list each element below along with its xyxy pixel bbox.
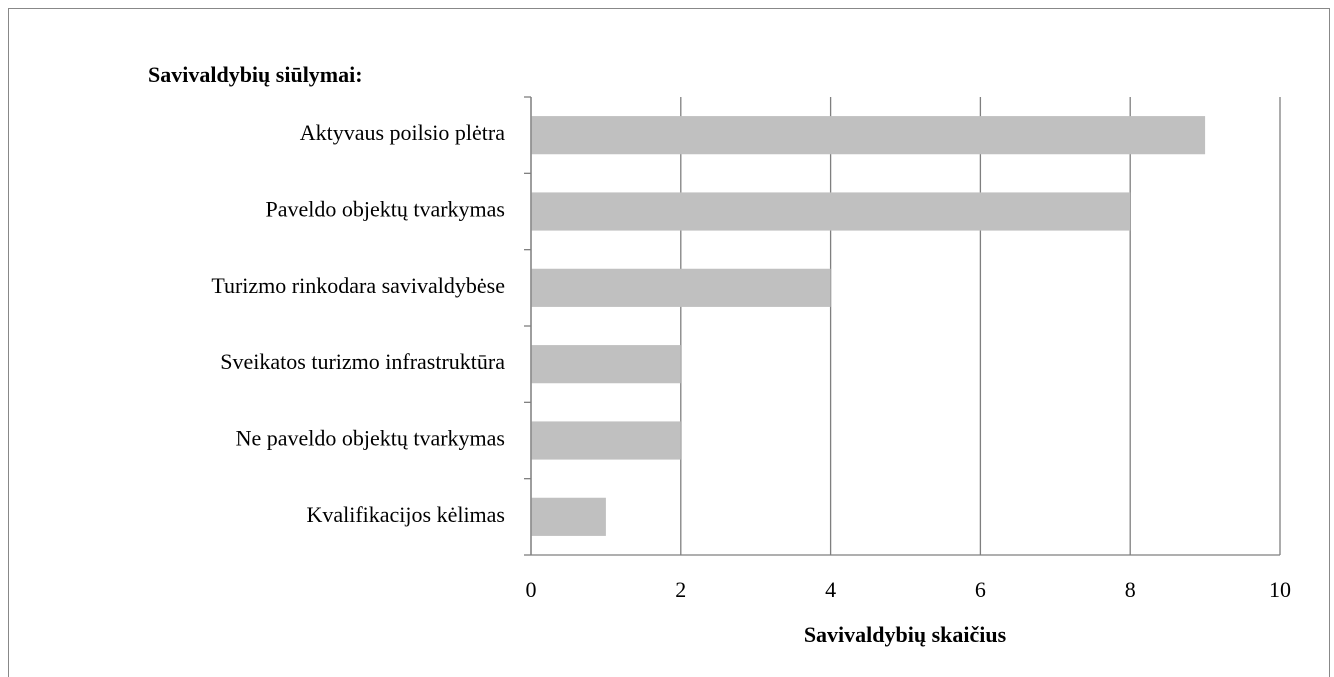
y-tick-label: Ne paveldo objektų tvarkymas: [236, 426, 505, 451]
x-tick-label: 6: [975, 577, 986, 602]
y-tick-label: Turizmo rinkodara savivaldybėse: [211, 273, 505, 298]
x-tick-label: 0: [526, 577, 537, 602]
y-tick-label: Kvalifikacijos kėlimas: [306, 502, 505, 527]
bar: [531, 268, 831, 307]
y-tick-label: Aktyvaus poilsio plėtra: [300, 120, 506, 145]
bar: [531, 192, 1131, 231]
y-tick-label: Sveikatos turizmo infrastruktūra: [220, 349, 505, 374]
bar: [531, 345, 681, 384]
bar: [531, 116, 1206, 155]
y-tick-label: Paveldo objektų tvarkymas: [265, 197, 505, 222]
x-axis-label: Savivaldybių skaičius: [804, 622, 1007, 647]
x-tick-label: 4: [825, 577, 836, 602]
chart-title: Savivaldybių siūlymai:: [148, 62, 363, 87]
x-tick-label: 8: [1125, 577, 1136, 602]
bar: [531, 421, 681, 460]
bar: [531, 497, 606, 536]
x-tick-label: 10: [1269, 577, 1291, 602]
frame: [8, 8, 1330, 677]
x-tick-label: 2: [675, 577, 686, 602]
